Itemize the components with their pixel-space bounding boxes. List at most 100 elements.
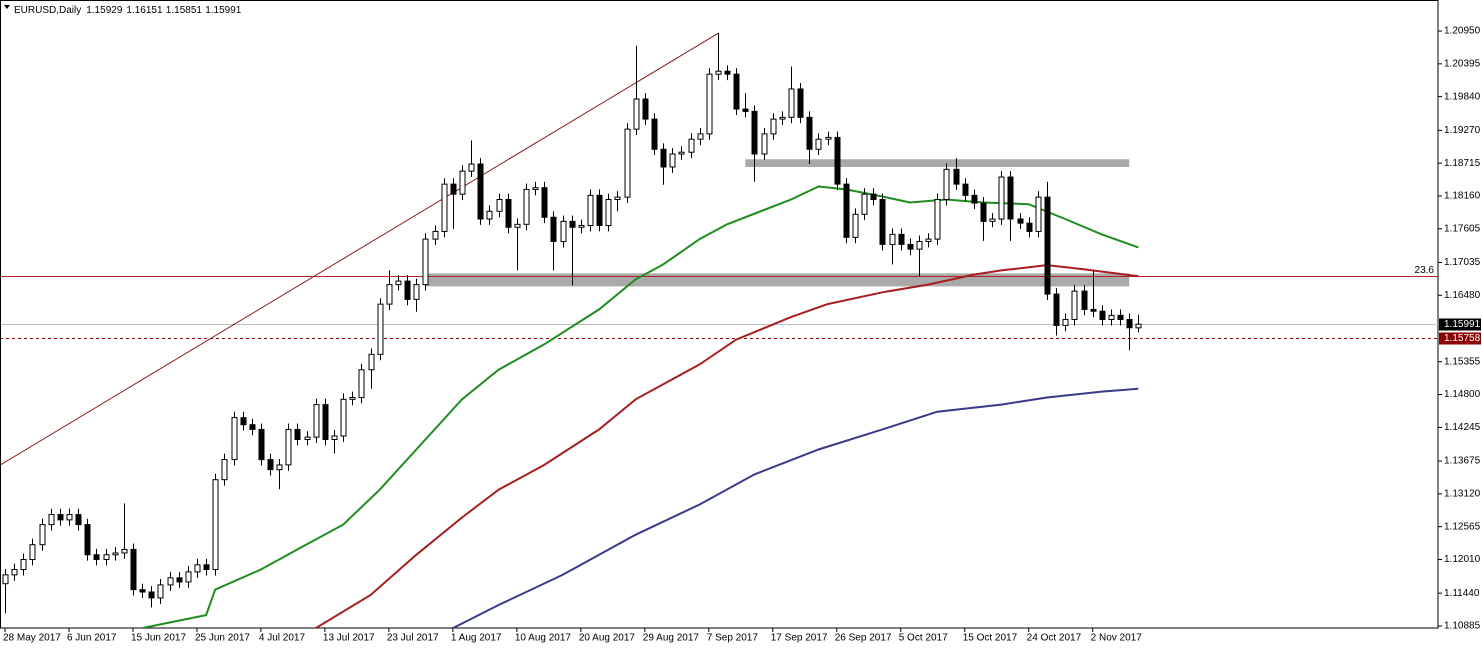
x-tick-label: 7 Sep 2017: [707, 633, 759, 644]
candle-body: [998, 176, 1005, 220]
y-tick-label: 1.18160: [1444, 191, 1481, 202]
y-tick-label: 1.18715: [1444, 158, 1481, 169]
x-tick-label: 17 Sep 2017: [771, 633, 828, 644]
x-tick-label: 23 Jul 2017: [387, 633, 439, 644]
candle-body: [715, 70, 722, 75]
price-tag-label: 1.15991: [1444, 319, 1481, 330]
x-tick-label: 1 Aug 2017: [451, 633, 502, 644]
candle-body: [605, 198, 612, 227]
candle-body: [614, 196, 621, 200]
candle-body: [925, 238, 932, 242]
candle-body: [971, 194, 978, 204]
candle-body: [267, 459, 274, 471]
candle-body: [331, 435, 338, 440]
candle-body: [633, 98, 640, 130]
candle-body: [532, 187, 539, 190]
candle-body: [386, 284, 393, 305]
candle-body: [834, 136, 841, 185]
y-tick-label: 1.19840: [1444, 91, 1481, 102]
candle-body: [779, 116, 786, 120]
candle-body: [459, 170, 466, 195]
candle-body: [943, 168, 950, 200]
candle-body: [706, 73, 713, 135]
y-tick-label: 1.17035: [1444, 257, 1481, 268]
y-tick-label: 1.13120: [1444, 489, 1481, 500]
candle-body: [852, 213, 859, 238]
candle-body: [468, 163, 475, 172]
candle-body: [148, 591, 155, 599]
x-tick-label: 5 Oct 2017: [899, 633, 948, 644]
candle-body: [770, 118, 777, 135]
candle-body: [194, 564, 201, 573]
candle-body: [669, 153, 676, 168]
candle-body: [788, 88, 795, 118]
candle-body: [39, 524, 46, 546]
y-tick-label: 1.19270: [1444, 125, 1481, 136]
candle-body: [75, 514, 82, 526]
y-tick-label: 1.10885: [1444, 621, 1481, 632]
candle-body: [130, 548, 137, 591]
candle-body: [2, 574, 9, 585]
plot-frame: [0, 0, 1439, 629]
x-tick-label: 13 Jul 2017: [323, 633, 375, 644]
candle-body: [1081, 290, 1088, 310]
candle-body: [761, 133, 768, 155]
x-tick-label: 25 Jun 2017: [195, 633, 250, 644]
candle-body: [797, 88, 804, 118]
candle-body: [751, 110, 758, 155]
candle-body: [678, 151, 685, 155]
candle-body: [1099, 310, 1106, 320]
candle-body: [843, 183, 850, 238]
candle-body: [20, 558, 27, 571]
candle-body: [221, 459, 228, 481]
y-tick-label: 1.15355: [1444, 356, 1481, 367]
candle-body: [1017, 218, 1024, 224]
candle-body: [1071, 290, 1078, 320]
symbol-icon: [4, 5, 10, 9]
candle-body: [569, 220, 576, 228]
y-tick-label: 1.17605: [1444, 223, 1481, 234]
candle-body: [724, 70, 731, 75]
candle-body: [258, 428, 265, 461]
candle-body: [441, 183, 448, 232]
candle-body: [112, 552, 119, 556]
candle-body: [560, 220, 567, 242]
candle-body: [240, 417, 247, 426]
candle-body: [285, 428, 292, 466]
candle-body: [1035, 196, 1042, 232]
candle-body: [514, 223, 521, 228]
candle-body: [167, 577, 174, 586]
candle-body: [304, 436, 311, 440]
candle-body: [815, 138, 822, 150]
candle-body: [1117, 314, 1124, 320]
candle-body: [404, 280, 411, 300]
candle-body: [1044, 196, 1051, 295]
y-tick-label: 1.20950: [1444, 26, 1481, 37]
candle-body: [203, 564, 210, 571]
candle-body: [84, 524, 91, 556]
candle-body: [989, 218, 996, 222]
price-tag: [1439, 332, 1481, 345]
candle-body: [66, 514, 73, 521]
level-label: 23.6: [1415, 265, 1435, 276]
candle-body: [322, 404, 329, 440]
candle-body: [587, 194, 594, 227]
x-tick-label: 28 May 2017: [3, 633, 61, 644]
candle-body: [962, 183, 969, 196]
last-low: 1.15851: [166, 5, 203, 16]
candle-body: [368, 353, 375, 371]
candle-body: [1062, 318, 1069, 326]
y-tick-label: 1.14800: [1444, 389, 1481, 400]
x-tick-label: 15 Jun 2017: [131, 633, 186, 644]
candle-body: [898, 233, 905, 245]
candle-body: [523, 188, 530, 225]
zone: [425, 273, 1130, 287]
candle-body: [825, 136, 832, 140]
candle-body: [349, 397, 356, 400]
candle-body: [578, 225, 585, 228]
x-tick-label: 20 Aug 2017: [579, 633, 636, 644]
candle-body: [358, 369, 365, 399]
candle-body: [93, 554, 100, 560]
